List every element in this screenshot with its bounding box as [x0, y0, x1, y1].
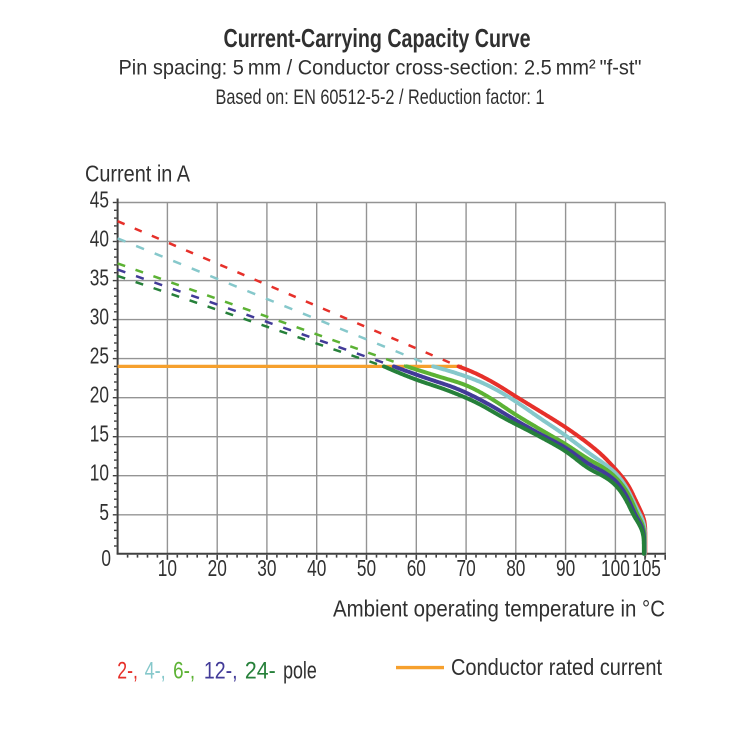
- svg-text:50: 50: [357, 555, 376, 581]
- svg-text:100: 100: [601, 555, 630, 581]
- svg-text:12-,: 12-,: [204, 657, 238, 684]
- svg-text:25: 25: [90, 343, 109, 369]
- svg-text:20: 20: [90, 382, 109, 408]
- svg-text:10: 10: [158, 555, 177, 581]
- svg-text:70: 70: [457, 555, 476, 581]
- svg-text:2-,: 2-,: [117, 657, 138, 684]
- svg-text:pole: pole: [283, 657, 317, 684]
- svg-text:20: 20: [208, 555, 227, 581]
- svg-text:40: 40: [90, 226, 109, 252]
- svg-text:40: 40: [307, 555, 326, 581]
- svg-text:Ambient operating temperature: Ambient operating temperature in °C: [333, 595, 665, 621]
- svg-text:24-: 24-: [245, 657, 276, 684]
- svg-text:80: 80: [506, 555, 525, 581]
- svg-text:105: 105: [632, 555, 661, 581]
- svg-text:30: 30: [90, 304, 109, 330]
- svg-text:45: 45: [90, 187, 109, 213]
- svg-text:6-,: 6-,: [173, 657, 195, 684]
- svg-text:60: 60: [407, 555, 426, 581]
- svg-text:30: 30: [257, 555, 276, 581]
- svg-text:15: 15: [90, 421, 109, 447]
- svg-text:35: 35: [90, 265, 109, 291]
- svg-text:90: 90: [556, 555, 575, 581]
- svg-text:Conductor rated current: Conductor rated current: [451, 654, 663, 680]
- svg-text:0: 0: [101, 545, 111, 571]
- svg-text:10: 10: [90, 460, 109, 486]
- svg-text:Current in A: Current in A: [85, 160, 191, 186]
- svg-text:Pin spacing: 5 mm / Conductor: Pin spacing: 5 mm / Conductor cross-sect…: [119, 57, 642, 80]
- svg-text:5: 5: [99, 499, 109, 525]
- svg-text:4-,: 4-,: [145, 657, 166, 684]
- svg-text:Current-Carrying Capacity Curv: Current-Carrying Capacity Curve: [224, 23, 531, 53]
- svg-text:Based on: EN 60512-5-2 / Reduc: Based on: EN 60512-5-2 / Reduction facto…: [216, 86, 545, 109]
